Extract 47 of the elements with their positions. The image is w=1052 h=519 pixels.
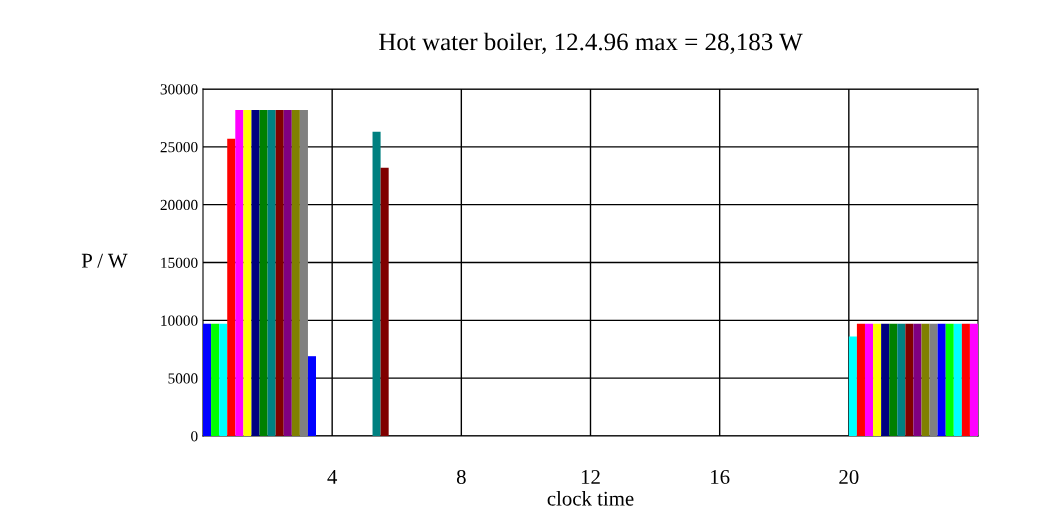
- y-tick-label: 30000: [160, 84, 198, 95]
- bar: [299, 110, 308, 436]
- bar: [961, 323, 970, 436]
- bar: [881, 323, 890, 436]
- y-tick-label: 15000: [161, 257, 198, 268]
- bar: [219, 323, 228, 436]
- bar: [380, 167, 389, 436]
- bar: [969, 323, 978, 436]
- y-tick-label: 10000: [161, 315, 198, 326]
- x-tick-label: 12: [581, 469, 600, 484]
- bar: [275, 110, 284, 436]
- x-tick-label: 4: [327, 470, 338, 484]
- bar: [945, 323, 954, 436]
- bar: [873, 323, 882, 436]
- bar: [267, 110, 276, 436]
- bar: [251, 110, 260, 436]
- y-tick-label: 5000: [168, 373, 198, 384]
- x-tick-label: 16: [711, 469, 730, 484]
- x-tick-label: 8: [456, 469, 466, 484]
- y-tick-label: 20000: [160, 199, 198, 211]
- y-tick-label: 0: [191, 431, 198, 442]
- bar: [848, 336, 857, 436]
- chart-title: Hot water boiler, 12.4.96 max = 28,183 W: [379, 32, 803, 54]
- bar: [283, 110, 292, 436]
- bar: [372, 131, 381, 436]
- bar: [211, 323, 220, 436]
- bar: [235, 110, 244, 436]
- bar: [291, 110, 300, 436]
- bar: [929, 323, 938, 436]
- bar: [913, 323, 922, 436]
- y-axis-title: P / W: [81, 253, 128, 268]
- x-tick-label: 20: [839, 469, 859, 484]
- bar: [856, 323, 865, 436]
- bar: [243, 110, 252, 436]
- bar: [905, 323, 914, 436]
- bar: [897, 323, 906, 436]
- x-axis-title: clock time: [547, 491, 634, 506]
- bar: [259, 110, 268, 436]
- bar: [307, 356, 317, 436]
- bar: [921, 323, 930, 436]
- bar: [227, 138, 236, 436]
- bar: [937, 323, 946, 436]
- bar: [203, 323, 212, 436]
- bar: [889, 323, 898, 436]
- y-tick-label: 25000: [160, 141, 198, 153]
- bar: [953, 323, 962, 436]
- bar: [864, 323, 874, 436]
